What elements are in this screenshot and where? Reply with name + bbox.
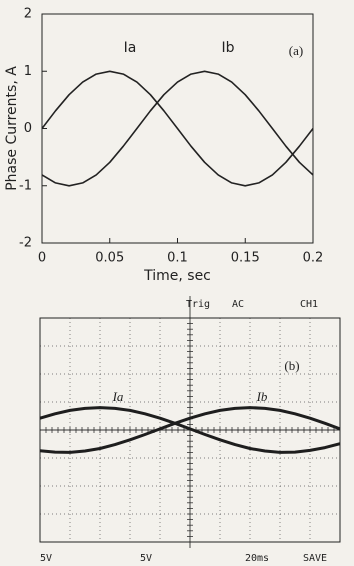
annotation: Ia xyxy=(112,389,124,404)
annotation: (a) xyxy=(289,43,303,58)
scope-status: AC xyxy=(232,299,244,310)
scope-setting: 20ms xyxy=(245,553,269,564)
x-tick-label: 0.05 xyxy=(95,251,124,266)
figure: 0 0.05 0.1 0.15 0.2 -2 -1 0 1 2 Time, sec Phase Cur… xyxy=(0,0,354,566)
x-tick-label: 0.2 xyxy=(303,251,324,266)
x-tick-label: 0 xyxy=(38,251,46,266)
y-tick-label: -1 xyxy=(19,178,32,193)
scope-setting: 5V xyxy=(40,553,52,564)
page: {"chart_data": [ {"type": "line", "xlabe… xyxy=(0,0,354,566)
x-tick-label: 0.1 xyxy=(167,251,188,266)
y-axis-label: Phase Currents, A xyxy=(4,66,20,191)
scope-setting: SAVE xyxy=(303,553,327,564)
x-tick-label: 0.15 xyxy=(231,251,260,266)
y-tick-label: 2 xyxy=(24,7,32,22)
x-axis-label: Time, sec xyxy=(143,268,211,284)
y-tick-label: 1 xyxy=(24,64,32,79)
chart-1: Ia Ib (b) Trig AC CH1 5V 5V 20ms SAVE xyxy=(40,296,340,564)
chart-0: 0 0.05 0.1 0.15 0.2 -2 -1 0 1 2 Time, sec Phase Cur… xyxy=(4,7,323,285)
y-tick-label: 0 xyxy=(24,121,32,136)
annotation: (b) xyxy=(284,358,299,373)
annotation: Ib xyxy=(256,389,268,404)
scope-setting: 5V xyxy=(140,553,152,564)
annotation: Ia xyxy=(124,40,137,56)
scope-status: Trig xyxy=(186,299,210,310)
annotation: Ib xyxy=(221,40,234,56)
scope-status: CH1 xyxy=(300,299,318,310)
y-tick-label: -2 xyxy=(19,236,32,251)
